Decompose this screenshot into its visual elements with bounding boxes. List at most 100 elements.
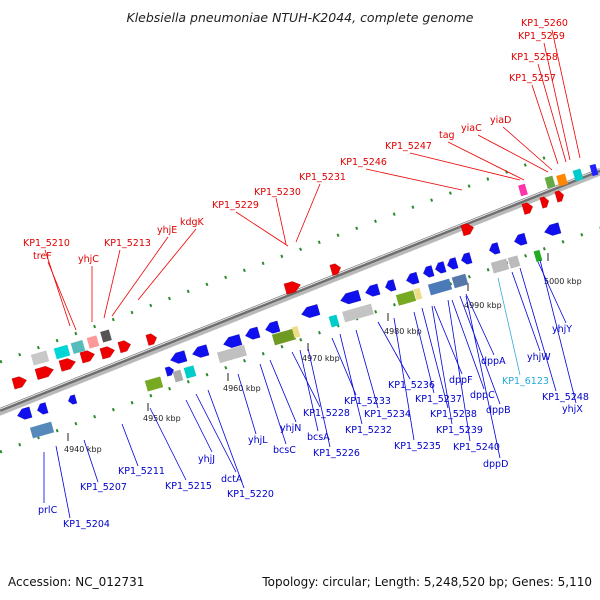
leader-line xyxy=(477,134,549,173)
reverse-gene-box xyxy=(328,314,340,328)
leader-line xyxy=(447,299,471,442)
leader-line xyxy=(307,347,331,448)
reverse-gene-arrow xyxy=(460,252,473,265)
genome-backbone xyxy=(0,168,600,412)
gene-label[interactable]: KP1_5237 xyxy=(415,394,462,405)
leader-line xyxy=(111,236,169,317)
gene-label[interactable]: yhjE xyxy=(157,225,177,236)
gene-label[interactable]: KP1_6123 xyxy=(502,376,549,387)
gene-label[interactable]: yhjN xyxy=(280,423,301,434)
genome-summary-text: Topology: circular; Length: 5,248,520 bp… xyxy=(261,575,592,589)
forward-gene-arrow xyxy=(34,365,55,381)
reverse-gene-arrow xyxy=(384,279,397,292)
gene-label[interactable]: KP1_5230 xyxy=(254,187,301,198)
gene-label[interactable]: KP1_5232 xyxy=(345,425,392,436)
gene-label[interactable]: dppC xyxy=(470,390,495,401)
tick-label: 4970 kbp xyxy=(302,354,340,363)
tick-labels: 4940 kbp 4950 kbp 4960 kbp 4970 kbp 4980… xyxy=(64,277,582,454)
gene-label[interactable]: KP1_5229 xyxy=(212,200,259,211)
label-leader-lines xyxy=(43,29,581,519)
gene-label[interactable]: yhjW xyxy=(527,352,551,363)
reverse-gene-box xyxy=(490,258,510,274)
reverse-gene-arrow xyxy=(364,283,381,297)
gene-label[interactable]: dctA xyxy=(221,474,243,485)
gene-label[interactable]: tag xyxy=(439,130,455,141)
leader-line xyxy=(465,295,501,459)
leader-line xyxy=(295,183,321,243)
reverse-gene-arrow xyxy=(244,326,261,340)
gene-label[interactable]: KP1_5238 xyxy=(430,409,477,420)
gene-label[interactable]: yhjY xyxy=(552,324,572,335)
reverse-gene-arrow xyxy=(405,271,420,285)
reverse-gene-arrow xyxy=(36,402,49,415)
gene-label[interactable]: KP1_5258 xyxy=(511,52,558,63)
gene-label[interactable]: kdgK xyxy=(180,217,205,228)
forward-gene-arrow xyxy=(58,358,77,372)
leader-line xyxy=(237,373,257,435)
gene-label[interactable]: bcsC xyxy=(273,445,296,456)
gene-label[interactable]: yhjX xyxy=(562,404,583,415)
leader-line xyxy=(511,271,541,352)
gene-label[interactable]: yiaC xyxy=(461,123,482,134)
reverse-gene-box xyxy=(395,290,417,306)
gene-label[interactable]: KP1_5207 xyxy=(80,482,127,493)
reverse-gene-arrow xyxy=(488,242,501,255)
gene-label[interactable]: yhjC xyxy=(78,254,99,265)
gene-label[interactable]: KP1_5236 xyxy=(388,380,435,391)
leader-line xyxy=(497,277,521,376)
gene-label[interactable]: prlC xyxy=(38,505,58,516)
leader-line xyxy=(519,267,557,392)
gene-label[interactable]: KP1_5231 xyxy=(299,172,346,183)
gene-label[interactable]: KP1_5234 xyxy=(364,409,411,420)
leader-line xyxy=(531,84,559,165)
reverse-gene-arrow xyxy=(339,289,362,305)
gene-label[interactable]: KP1_5228 xyxy=(303,408,350,419)
forward-gene-arrow xyxy=(554,190,565,203)
forward-gene-box xyxy=(30,350,50,366)
reverse-gene-arrow xyxy=(300,303,321,319)
gene-label[interactable]: yhjL xyxy=(248,435,268,446)
gene-label[interactable]: KP1_5239 xyxy=(436,425,483,436)
leader-line xyxy=(291,351,321,408)
gene-label[interactable]: KP1_5246 xyxy=(340,157,387,168)
forward-gene-box xyxy=(86,335,100,349)
leader-line xyxy=(275,197,287,245)
gene-label[interactable]: KP1_5211 xyxy=(118,466,165,477)
gene-label[interactable]: KP1_5220 xyxy=(227,489,274,500)
gene-label[interactable]: KP1_5259 xyxy=(518,31,565,42)
gene-label[interactable]: KP1_5204 xyxy=(63,519,110,530)
forward-gene-box xyxy=(544,175,556,189)
tick-label: 4950 kbp xyxy=(143,414,181,423)
gene-label[interactable]: KP1_5233 xyxy=(344,396,391,407)
gene-label[interactable]: dppA xyxy=(481,356,506,367)
gene-label[interactable]: KP1_5213 xyxy=(104,238,151,249)
gene-label[interactable]: KP1_5248 xyxy=(542,392,589,403)
gene-label[interactable]: KP1_5240 xyxy=(453,442,500,453)
gene-label[interactable]: bcsA xyxy=(307,432,330,443)
gene-label[interactable]: KP1_5260 xyxy=(521,18,568,29)
gene-label[interactable]: yhjJ xyxy=(198,454,215,465)
gene-label[interactable]: dppB xyxy=(486,405,511,416)
gene-label[interactable]: KP1_5257 xyxy=(509,73,556,84)
gene-label[interactable]: KP1_5235 xyxy=(394,441,441,452)
gene-label[interactable]: yiaD xyxy=(490,115,511,126)
tick-label: 4940 kbp xyxy=(64,445,102,454)
forward-gene-arrow xyxy=(99,346,116,360)
gene-label[interactable]: KP1_5210 xyxy=(23,238,70,249)
gene-label[interactable]: dppF xyxy=(449,375,473,386)
forward-gene-arrow xyxy=(283,281,302,295)
gene-label[interactable]: KP1_5215 xyxy=(165,481,212,492)
gene-label[interactable]: KP1_5226 xyxy=(313,448,360,459)
gene-label[interactable]: dppD xyxy=(483,459,508,470)
forward-gene-box xyxy=(518,183,528,197)
leader-line xyxy=(413,311,435,394)
leader-line xyxy=(537,261,567,324)
gene-label[interactable]: treF xyxy=(33,251,52,262)
leader-line xyxy=(235,211,289,247)
reverse-gene-arrow xyxy=(169,350,188,364)
reverse-gene-box xyxy=(342,303,374,323)
leader-line xyxy=(149,407,187,481)
leader-line xyxy=(44,249,71,327)
gene-label[interactable]: KP1_5247 xyxy=(385,141,432,152)
